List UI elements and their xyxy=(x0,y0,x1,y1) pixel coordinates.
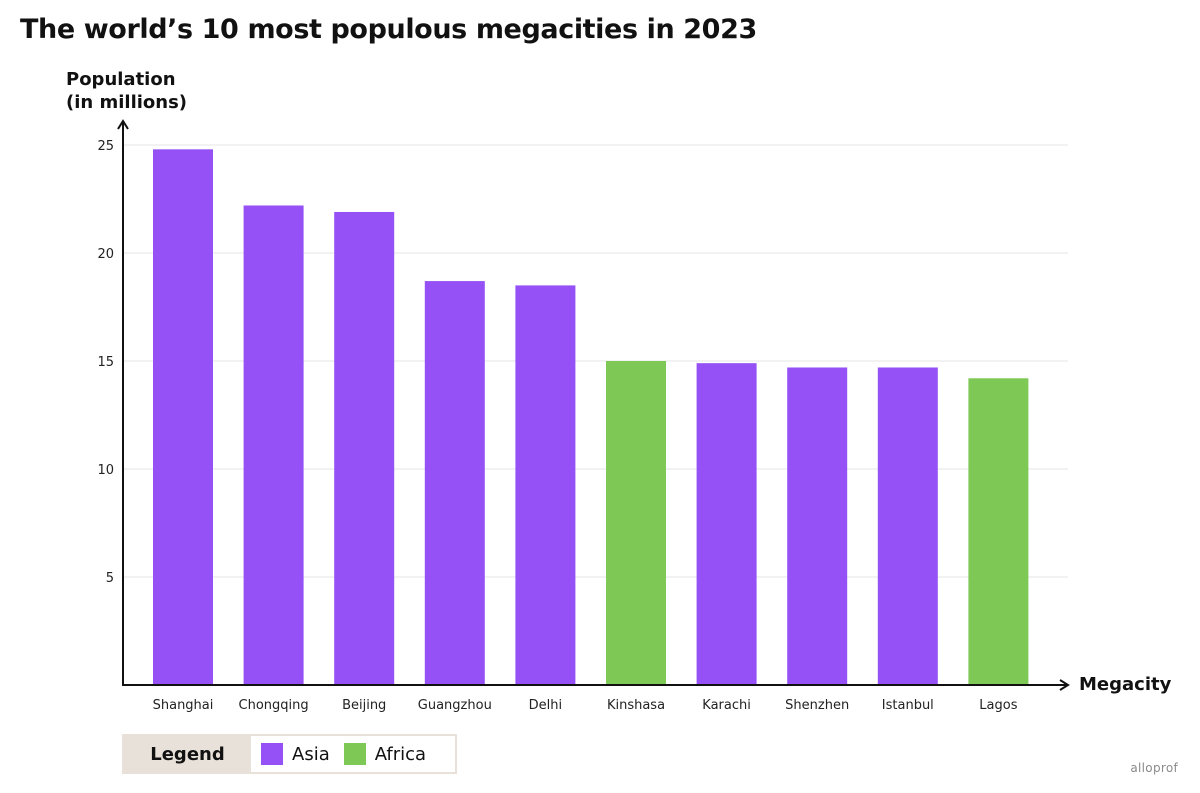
y-axis-label-line2: (in millions) xyxy=(66,92,188,113)
chart-title: The world’s 10 most populous megacities … xyxy=(20,14,757,45)
legend-label-africa: Africa xyxy=(374,743,427,765)
tick-labels: 5 10 15 20 25 Shanghai Chongqing Beijing Guangzh… xyxy=(97,139,1017,713)
y-axis-label: Population (in millions) xyxy=(66,68,187,114)
legend-items: Asia Africa xyxy=(251,736,426,772)
y-axis-arrow xyxy=(117,119,129,130)
x-tick-label-shenzhen: Shenzhen xyxy=(785,698,849,713)
bar-kinshasa xyxy=(606,361,666,685)
legend-item-africa: Africa xyxy=(343,743,427,765)
x-axis-label: Megacity xyxy=(1079,674,1172,695)
legend-label-asia: Asia xyxy=(292,743,330,765)
x-tick-label-shanghai: Shanghai xyxy=(153,698,214,713)
legend-swatch-africa xyxy=(343,743,366,765)
x-tick-label-lagos: Lagos xyxy=(979,698,1017,713)
bar-beijing xyxy=(334,211,395,685)
y-tick-label-10: 10 xyxy=(97,463,114,478)
legend-title: Legend xyxy=(124,736,251,772)
y-tick-label-5: 5 xyxy=(106,571,114,586)
x-tick-label-chongqing: Chongqing xyxy=(239,698,309,713)
bar-shenzhen xyxy=(787,367,848,685)
legend: Legend Asia Africa xyxy=(122,734,457,774)
y-axis-label-line1: Population xyxy=(66,69,176,90)
bar-istanbul xyxy=(877,367,938,685)
brand-logo: alloprof xyxy=(1130,761,1178,775)
x-tick-label-istanbul: Istanbul xyxy=(882,698,934,713)
legend-item-asia: Asia xyxy=(261,743,330,765)
bar-shanghai xyxy=(153,149,213,685)
bar-karachi xyxy=(696,363,757,685)
x-axis-arrow xyxy=(1059,679,1070,691)
x-tick-label-guangzhou: Guangzhou xyxy=(418,698,492,713)
x-tick-label-kinshasa: Kinshasa xyxy=(607,698,665,713)
x-tick-label-beijing: Beijing xyxy=(342,698,386,713)
bar-lagos xyxy=(968,378,1029,685)
axes xyxy=(117,119,1070,691)
y-tick-label-15: 15 xyxy=(97,355,114,370)
legend-swatch-asia xyxy=(261,743,283,765)
bar-chongqing xyxy=(243,205,304,686)
x-tick-label-delhi: Delhi xyxy=(529,698,562,713)
x-tick-label-karachi: Karachi xyxy=(702,698,751,713)
bar-guangzhou xyxy=(424,281,485,685)
bar-delhi xyxy=(515,285,576,685)
y-tick-label-25: 25 xyxy=(97,139,114,154)
bars xyxy=(153,149,1029,686)
y-tick-label-20: 20 xyxy=(97,247,114,262)
